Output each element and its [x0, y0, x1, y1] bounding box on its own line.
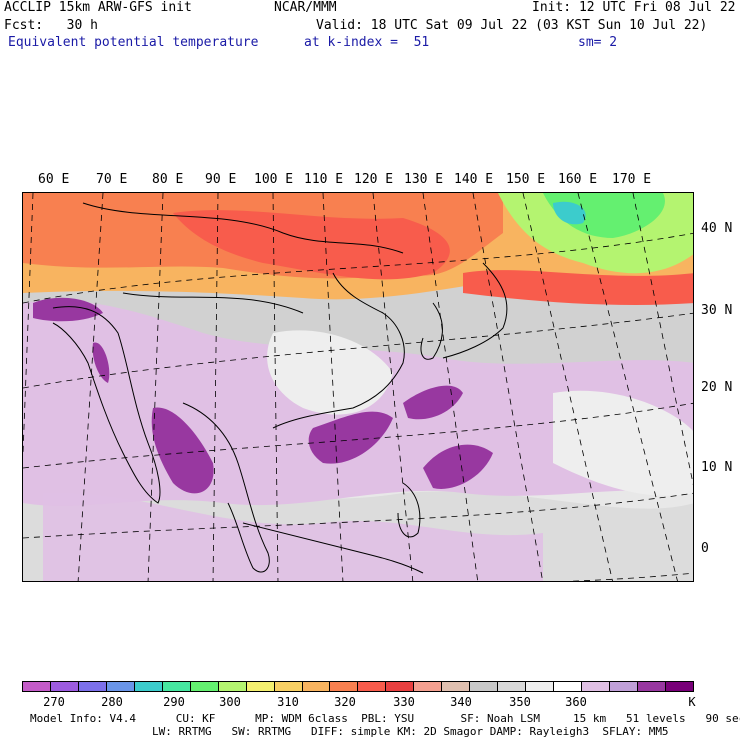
smoothing-label: sm= 2 [578, 35, 618, 50]
colorbar-segment [274, 682, 303, 691]
cool-region-core [553, 201, 586, 225]
meridian-160e [577, 193, 678, 581]
meridian-150e [522, 193, 613, 581]
longitude-label: 150 E [506, 172, 546, 187]
colorbar-tick-label: 320 [334, 695, 356, 709]
warm-region-core [173, 210, 450, 280]
coastline-japan [442, 262, 508, 359]
border-line-north [82, 202, 404, 254]
longitude-label: 160 E [558, 172, 598, 187]
coastline-indochina [182, 402, 270, 573]
valid-time: Valid: 18 UTC Sat 09 Jul 22 (03 KST Sun … [316, 18, 708, 33]
colorbar-tick-label: 280 [101, 695, 123, 709]
colorbar-segment [190, 682, 219, 691]
latitude-label: 30 N [701, 303, 733, 318]
colorbar-segment [162, 682, 191, 691]
colorbar-segment [442, 682, 471, 691]
dark-purple-south-china-sea [308, 411, 393, 464]
latitude-label: 40 N [701, 221, 733, 236]
colorbar-segment [78, 682, 107, 691]
colorbar-segment [526, 682, 555, 691]
longitude-label: 170 E [612, 172, 652, 187]
parallel-30n [23, 312, 693, 389]
colorbar-segment [582, 682, 611, 691]
longitude-label: 110 E [304, 172, 344, 187]
longitude-label: 90 E [205, 172, 237, 187]
colorbar-segment [246, 682, 275, 691]
coastline-india [52, 306, 161, 504]
colorbar-segment [106, 682, 135, 691]
coastlines [52, 202, 508, 574]
dark-purple-philippine-sea [403, 385, 463, 420]
pale-region-pacific [553, 390, 693, 496]
init-time: Init: 12 UTC Fri 08 Jul 22 [532, 0, 736, 15]
latitude-label: 20 N [701, 380, 733, 395]
colorbar-segment [498, 682, 527, 691]
parallel-10n [23, 492, 693, 539]
pale-region-china [267, 330, 393, 415]
colorbar-segment [302, 682, 331, 691]
warm-region-east [463, 270, 693, 305]
colorbar-tick-label: 330 [393, 695, 415, 709]
dark-purple-arabian-sea [33, 297, 103, 322]
parallel-40n [23, 232, 693, 304]
meridian-170e [632, 193, 693, 486]
longitude-label: 140 E [454, 172, 494, 187]
latitude-label: 10 N [701, 460, 733, 475]
model-title: ACCLIP 15km ARW-GFS init [4, 0, 192, 15]
colorbar [22, 681, 694, 692]
dark-purple-bay-of-bengal [151, 407, 214, 494]
graticule [23, 193, 693, 581]
map-panel [22, 192, 694, 582]
colorbar-segment [23, 682, 51, 691]
colorbar-segment [134, 682, 163, 691]
colorbar-segment [665, 682, 693, 691]
longitude-label: 80 E [152, 172, 184, 187]
coastline-korea [420, 302, 443, 360]
longitude-label: 100 E [254, 172, 294, 187]
colorbar-segment [470, 682, 499, 691]
colorbar-segment [610, 682, 638, 691]
latitude-label: 0 [701, 541, 709, 556]
colorbar-tick-label: 310 [277, 695, 299, 709]
colorbar-segment [330, 682, 359, 691]
border-line-central [122, 292, 304, 314]
colorbar-segment [386, 682, 415, 691]
colorbar-tick-label: 340 [450, 695, 472, 709]
colorbar-segment [637, 682, 666, 691]
meridian-140e [472, 193, 544, 581]
colorbar-segment [414, 682, 443, 691]
colorbar-segment [554, 682, 583, 691]
longitude-label: 60 E [38, 172, 70, 187]
level-index: at k-index = 51 [304, 35, 430, 50]
organization-label: NCAR/MMM [274, 0, 337, 15]
light-purple-south [43, 492, 543, 581]
longitude-label: 130 E [404, 172, 444, 187]
dark-purple-india [92, 342, 110, 383]
colorbar-tick-label: 270 [43, 695, 65, 709]
colorbar-tick-label: K [688, 695, 696, 709]
colorbar-segment [358, 682, 387, 691]
footer-physics-info: LW: RRTMG SW: RRTMG DIFF: simple KM: 2D … [152, 725, 669, 738]
theta-e-field-map [23, 193, 693, 581]
forecast-hour: Fcst: 30 h [4, 18, 98, 33]
longitude-label: 120 E [354, 172, 394, 187]
coastline-philippines [397, 482, 421, 538]
parallel-0 [565, 572, 693, 581]
colorbar-tick-label: 360 [565, 695, 587, 709]
colorbar-tick-label: 290 [163, 695, 185, 709]
colorbar-tick-label: 300 [219, 695, 241, 709]
coastline-china [272, 272, 405, 429]
colorbar-tick-label: 350 [509, 695, 531, 709]
field-name: Equivalent potential temperature [8, 35, 259, 50]
coastline-borneo [242, 522, 424, 574]
colorbar-segment [50, 682, 79, 691]
footer-model-info: Model Info: V4.4 CU: KF MP: WDM 6class P… [30, 712, 740, 725]
colorbar-segment [218, 682, 247, 691]
dark-purple-west-pacific [423, 444, 493, 489]
longitude-label: 70 E [96, 172, 128, 187]
